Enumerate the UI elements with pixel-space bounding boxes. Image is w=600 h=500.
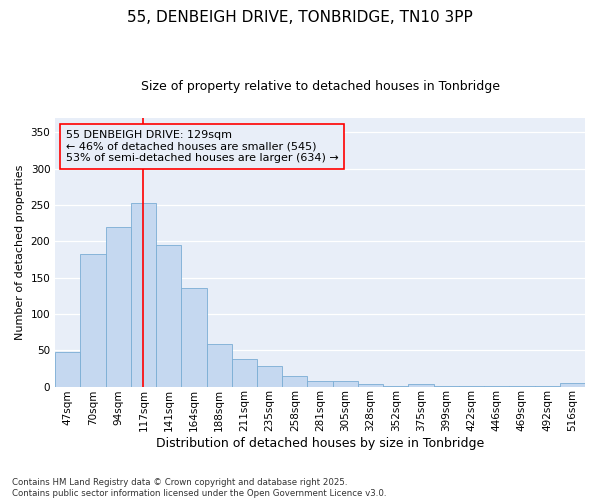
- Bar: [232, 359, 257, 386]
- Bar: [409, 384, 434, 386]
- Bar: [282, 376, 307, 386]
- Bar: [106, 228, 131, 386]
- Bar: [560, 383, 585, 386]
- Bar: [156, 245, 181, 386]
- Title: Size of property relative to detached houses in Tonbridge: Size of property relative to detached ho…: [140, 80, 500, 93]
- Bar: [55, 352, 80, 386]
- Bar: [307, 382, 332, 386]
- X-axis label: Distribution of detached houses by size in Tonbridge: Distribution of detached houses by size …: [156, 437, 484, 450]
- Bar: [206, 344, 232, 387]
- Y-axis label: Number of detached properties: Number of detached properties: [15, 164, 25, 340]
- Bar: [131, 203, 156, 386]
- Bar: [257, 366, 282, 386]
- Bar: [181, 288, 206, 386]
- Bar: [332, 380, 358, 386]
- Text: 55, DENBEIGH DRIVE, TONBRIDGE, TN10 3PP: 55, DENBEIGH DRIVE, TONBRIDGE, TN10 3PP: [127, 10, 473, 25]
- Text: Contains HM Land Registry data © Crown copyright and database right 2025.
Contai: Contains HM Land Registry data © Crown c…: [12, 478, 386, 498]
- Bar: [358, 384, 383, 386]
- Bar: [80, 254, 106, 386]
- Text: 55 DENBEIGH DRIVE: 129sqm
← 46% of detached houses are smaller (545)
53% of semi: 55 DENBEIGH DRIVE: 129sqm ← 46% of detac…: [66, 130, 338, 163]
